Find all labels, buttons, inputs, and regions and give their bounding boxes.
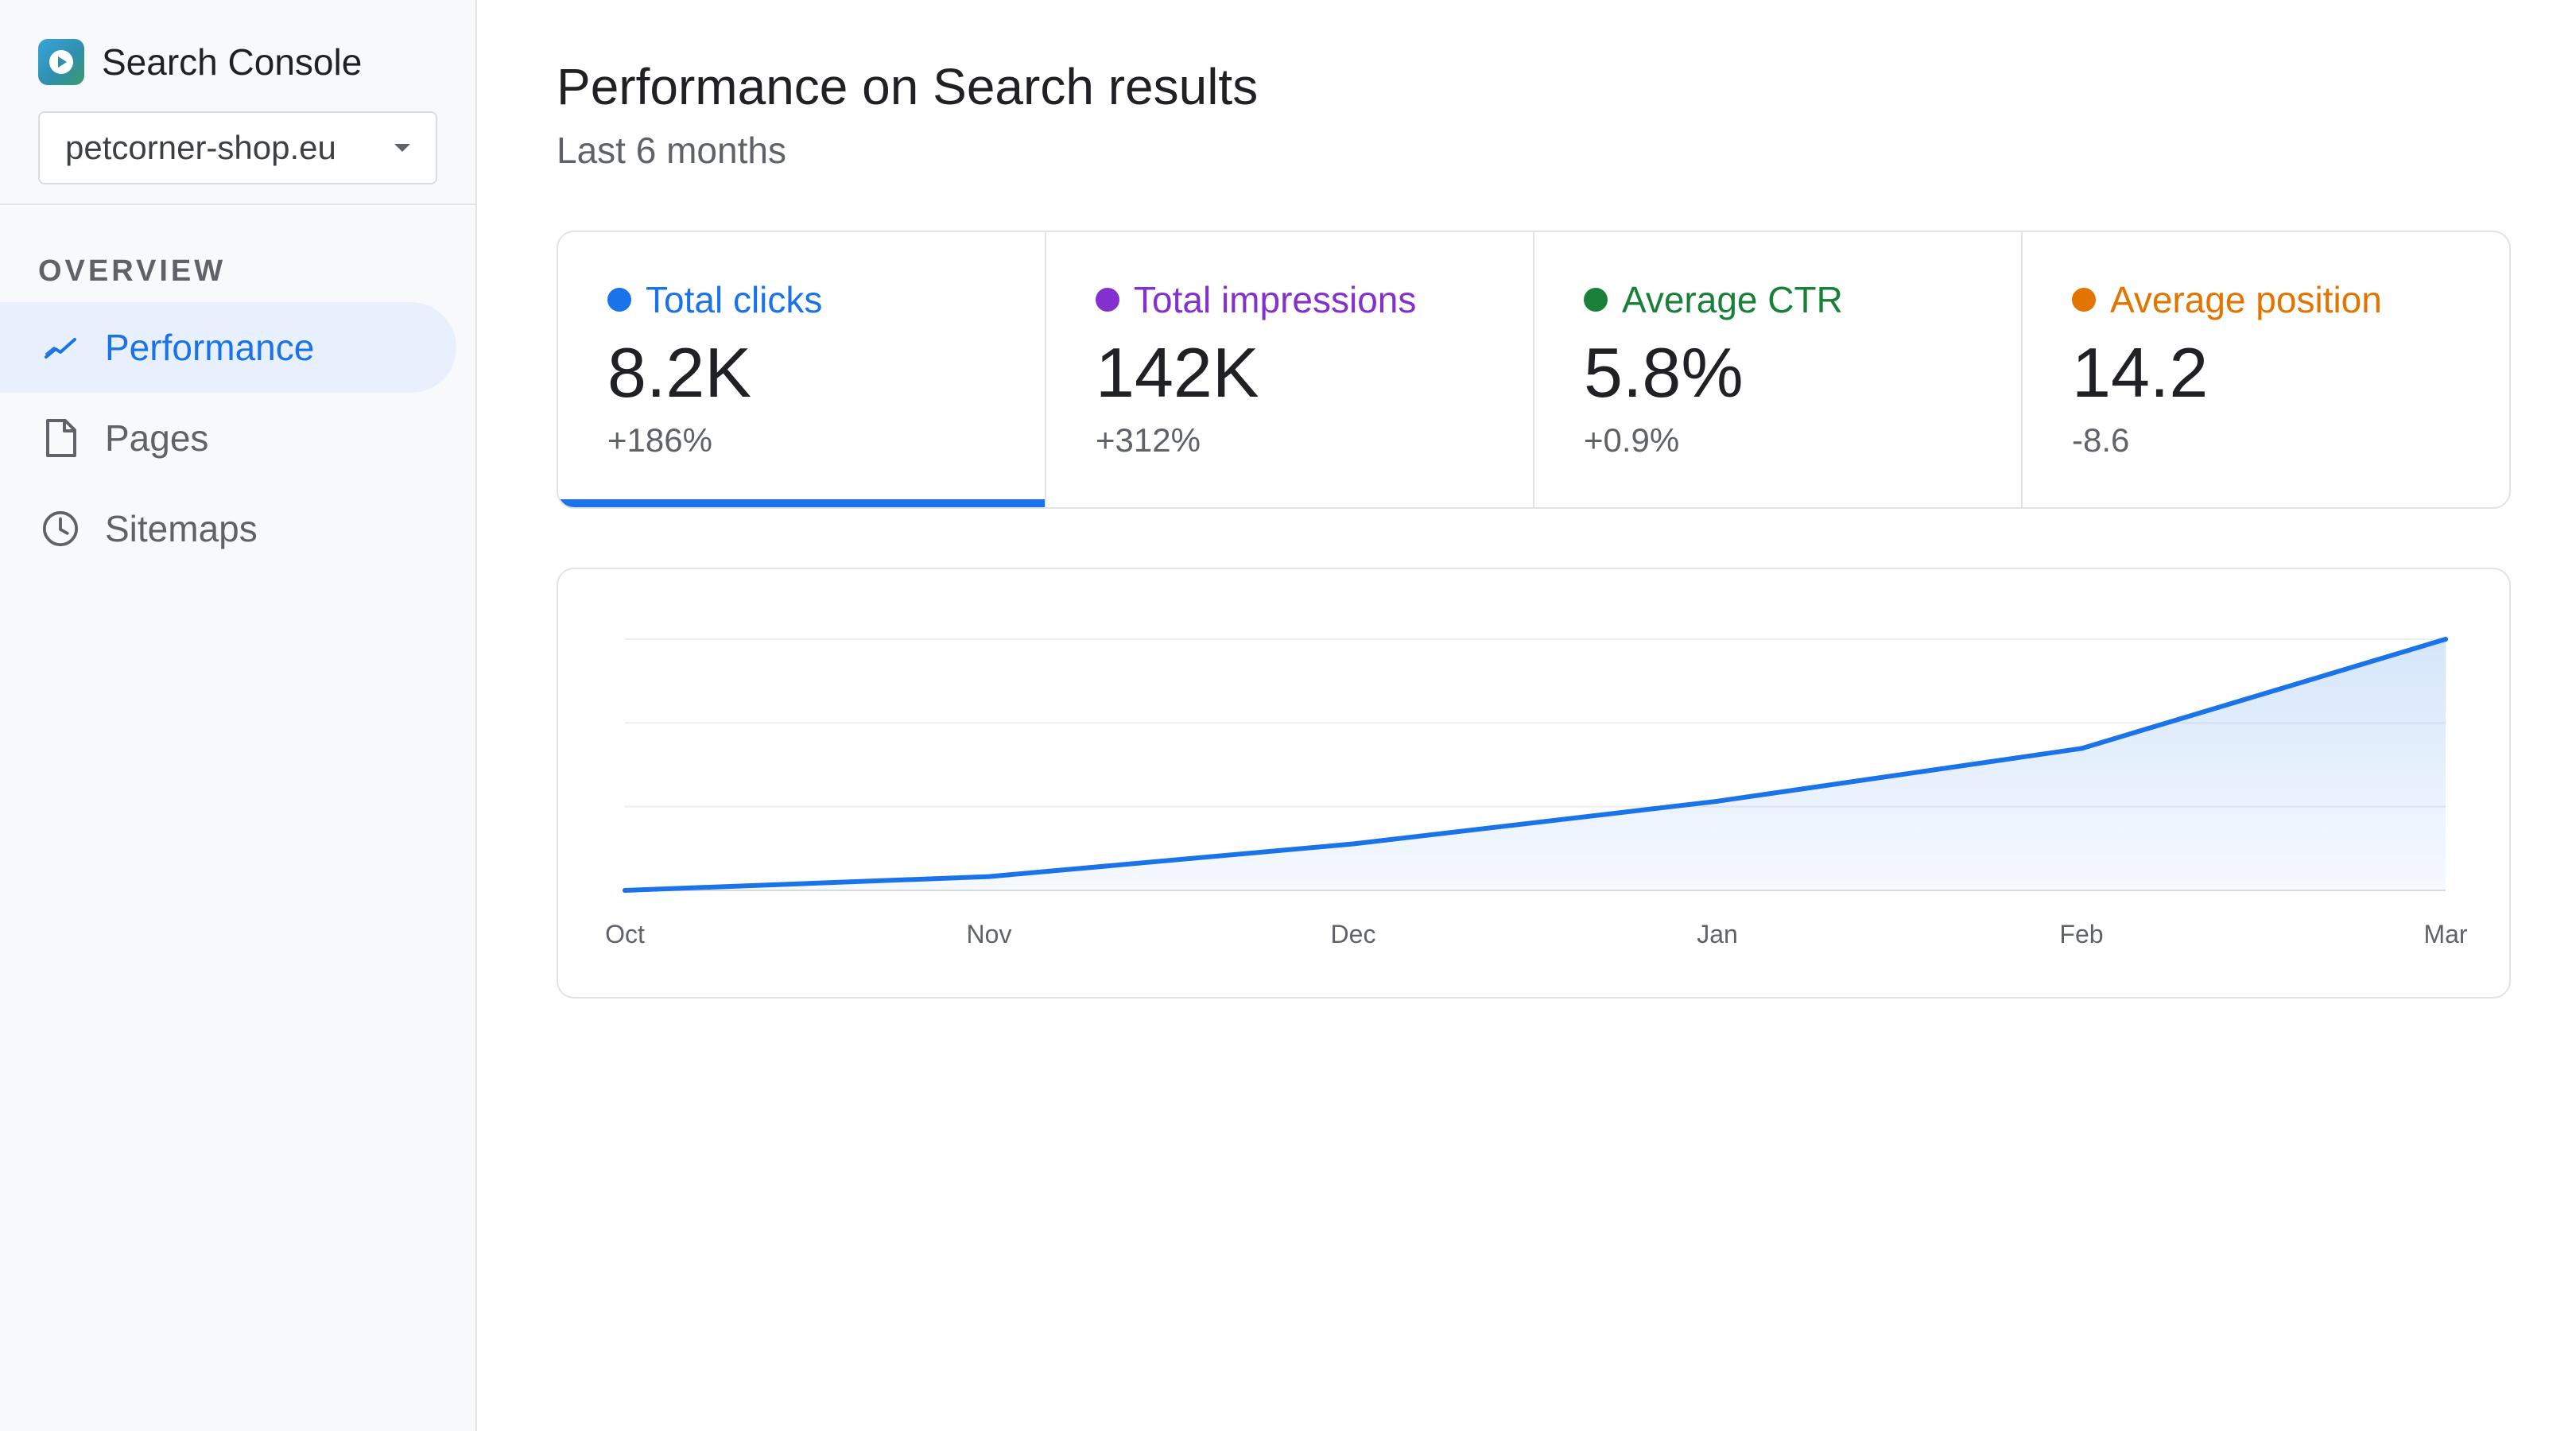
clock-icon (41, 510, 80, 548)
sidebar-section-label: OVERVIEW (38, 254, 227, 288)
chart-point (2079, 746, 2084, 751)
metric-card-total-impressions[interactable]: Total impressions 142K +312% (1046, 232, 1534, 507)
metric-dot-icon (607, 288, 631, 312)
chart-series-line (623, 637, 2448, 893)
metric-label: Total impressions (1134, 279, 1417, 320)
chart-area (625, 639, 2446, 890)
performance-chart-card: Oct Nov Dec Jan Feb Mar (557, 568, 2511, 999)
chart-point (1351, 841, 1356, 847)
metric-value: 14.2 (2072, 333, 2209, 412)
chart-x-tick-label: Dec (1331, 920, 1376, 948)
metric-change: +312% (1096, 421, 1201, 459)
sidebar-item-sitemaps[interactable]: Sitemaps (0, 483, 456, 574)
sidebar-item-label: Pages (105, 417, 209, 459)
property-selector-value: petcorner-shop.eu (65, 129, 336, 166)
performance-chart[interactable]: Oct Nov Dec Jan Feb Mar (558, 569, 2512, 1000)
chart-x-tick-label: Jan (1697, 920, 1738, 948)
metric-card-average-ctr[interactable]: Average CTR 5.8% +0.9% (1534, 232, 2023, 507)
metric-card-average-position[interactable]: Average position 14.2 -8.6 (2023, 232, 2509, 507)
sidebar-item-label: Performance (105, 327, 315, 368)
metric-card-total-clicks[interactable]: Total clicks 8.2K +186% (558, 232, 1046, 507)
metric-change: -8.6 (2072, 421, 2130, 459)
chart-point (987, 874, 991, 879)
trend-icon (41, 328, 80, 366)
metric-selected-indicator (558, 499, 1045, 507)
metric-label: Average position (2110, 279, 2382, 320)
chevron-down-icon (394, 144, 410, 152)
chart-point (2443, 637, 2448, 642)
chart-x-tick-label: Feb (2059, 920, 2103, 948)
page-icon (41, 419, 80, 457)
chart-x-tick-label: Oct (605, 920, 645, 948)
property-selector[interactable]: petcorner-shop.eu (38, 111, 437, 184)
sidebar-item-performance[interactable]: Performance (0, 302, 456, 393)
metric-label: Average CTR (1622, 279, 1843, 320)
chart-point (623, 888, 627, 893)
metric-value: 5.8% (1584, 333, 1744, 412)
app-title: Search Console (102, 41, 363, 83)
chart-x-tick-label: Nov (967, 920, 1012, 948)
date-range-label: Last 6 months (557, 130, 786, 171)
search-console-logo-icon (38, 39, 84, 85)
metric-label: Total clicks (646, 279, 823, 320)
metric-value: 142K (1096, 333, 1259, 412)
metric-change: +186% (607, 421, 712, 459)
brand[interactable]: Search Console (38, 38, 362, 86)
metric-change: +0.9% (1584, 421, 1680, 459)
sidebar-item-pages[interactable]: Pages (0, 393, 456, 483)
metric-dot-icon (2072, 288, 2096, 312)
metric-dot-icon (1584, 288, 1608, 312)
sidebar: Search Console petcorner-shop.eu OVERVIE… (0, 0, 477, 1431)
chart-x-tick-label: Mar (2423, 920, 2467, 948)
metrics-panel: Total clicks 8.2K +186% Total impression… (557, 231, 2511, 509)
metric-value: 8.2K (607, 333, 752, 412)
metric-dot-icon (1096, 288, 1119, 312)
chart-point (1715, 798, 1720, 804)
sidebar-item-label: Sitemaps (105, 508, 258, 549)
sidebar-divider (0, 204, 477, 205)
page-title: Performance on Search results (557, 58, 1259, 115)
